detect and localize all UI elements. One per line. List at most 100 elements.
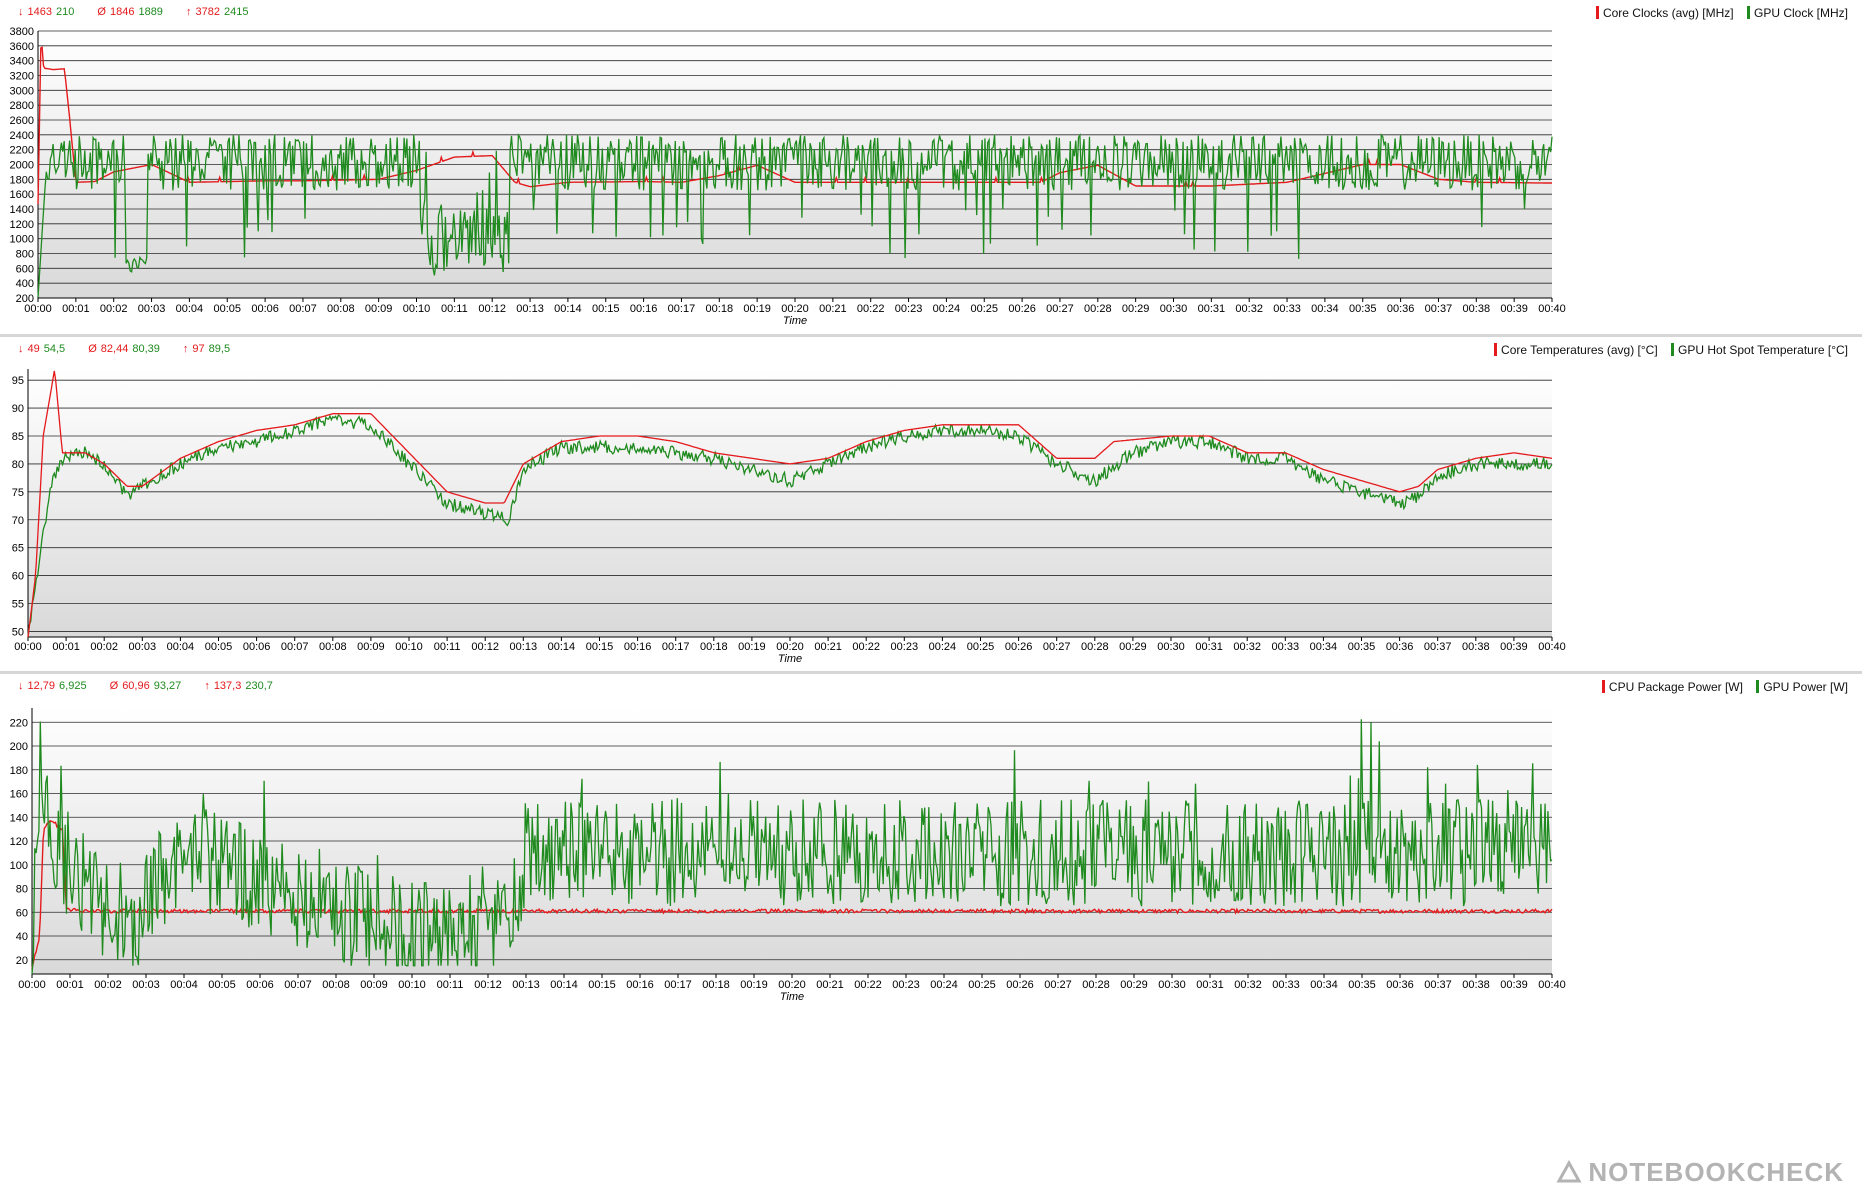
clock-panel: ↓ 1463 210 Ø 1846 1889 ↑ 3782 2415 Core Clocks… (0, 0, 1862, 334)
avg-gpu-value: 93,27 (153, 680, 182, 692)
max-arrow: ↑ (204, 680, 210, 692)
plot-area (28, 369, 1552, 637)
y-tick-label: 50 (12, 626, 24, 638)
y-tick-label: 80 (16, 884, 28, 896)
series-line-1 (27, 414, 1553, 638)
x-tick-label: 00:05 (205, 641, 233, 653)
x-tick-label: 00:06 (243, 641, 271, 653)
x-tick-label: 00:24 (929, 641, 957, 653)
x-tick-label: 00:19 (740, 979, 768, 991)
avg-cpu-value: 82,44 (100, 343, 129, 355)
avg-gpu-value: 1889 (138, 6, 163, 18)
x-tick-label: 00:15 (592, 303, 620, 315)
x-tick-label: 00:22 (857, 303, 885, 315)
y-tick-label: 100 (10, 860, 28, 872)
x-tick-label: 00:14 (548, 641, 576, 653)
x-tick-label: 00:33 (1272, 641, 1300, 653)
x-tick-label: 00:36 (1386, 641, 1414, 653)
x-tick-label: 00:35 (1348, 641, 1376, 653)
y-tick-label: 200 (10, 741, 28, 753)
y-tick-label: 90 (12, 403, 24, 415)
max-gpu-value: 2415 (223, 6, 249, 18)
x-tick-label: 00:29 (1122, 303, 1150, 315)
x-tick-label: 00:39 (1500, 979, 1528, 991)
temperature-panel: ↓ 49 54,5 Ø 82,44 80,39 ↑ 97 89,5 Core Tempera… (0, 337, 1862, 671)
x-tick-label: 00:03 (132, 979, 160, 991)
min-gpu-value: 54,5 (43, 343, 66, 355)
legend-gpu-power[interactable]: GPU Power [W] (1756, 680, 1848, 694)
x-tick-label: 00:16 (624, 641, 652, 653)
x-tick-label: 00:20 (778, 979, 806, 991)
legend-gpu-hotspot[interactable]: GPU Hot Spot Temperature [°C] (1671, 343, 1848, 357)
x-tick-label: 00:39 (1500, 641, 1528, 653)
x-tick-label: 00:37 (1424, 641, 1452, 653)
x-tick-label: 00:36 (1386, 979, 1414, 991)
x-tick-label: 00:25 (968, 979, 996, 991)
x-tick-label: 00:15 (588, 979, 616, 991)
x-tick-label: 00:09 (365, 303, 393, 315)
x-tick-label: 00:04 (176, 303, 204, 315)
x-axis-title: Time (783, 315, 807, 327)
y-tick-label: 2600 (10, 115, 34, 127)
y-tick-label: 3200 (10, 71, 34, 83)
x-tick-label: 00:21 (819, 303, 847, 315)
clock-legend: Core Clocks (avg) [MHz] GPU Clock [MHz] (1586, 6, 1848, 20)
x-tick-label: 00:18 (706, 303, 734, 315)
y-tick-label: 800 (16, 249, 34, 261)
x-tick-label: 00:28 (1081, 641, 1109, 653)
x-tick-label: 00:12 (471, 641, 499, 653)
y-tick-label: 85 (12, 431, 24, 443)
legend-cpu-package-power[interactable]: CPU Package Power [W] (1601, 680, 1743, 694)
y-tick-label: 400 (16, 278, 34, 290)
y-tick-label: 1800 (10, 174, 34, 186)
x-tick-label: 00:09 (360, 979, 388, 991)
series-line-1 (31, 719, 1553, 975)
power-legend: CPU Package Power [W] GPU Power [W] (1592, 680, 1848, 694)
x-tick-label: 00:34 (1310, 979, 1338, 991)
x-tick-label: 00:35 (1349, 303, 1377, 315)
x-tick-label: 00:33 (1273, 303, 1301, 315)
x-tick-label: 00:03 (129, 641, 157, 653)
x-tick-label: 00:30 (1160, 303, 1188, 315)
x-tick-label: 00:19 (743, 303, 771, 315)
x-tick-label: 00:12 (474, 979, 502, 991)
x-tick-label: 00:32 (1234, 979, 1262, 991)
min-gpu-value: 6,925 (59, 680, 87, 692)
x-tick-label: 00:23 (895, 303, 923, 315)
x-tick-label: 00:07 (284, 979, 312, 991)
x-tick-label: 00:30 (1158, 979, 1186, 991)
y-tick-label: 55 (12, 599, 24, 611)
x-tick-label: 00:11 (434, 641, 461, 653)
x-tick-label: 00:32 (1233, 641, 1261, 653)
y-tick-label: 3800 (10, 26, 34, 38)
legend-core-clocks[interactable]: Core Clocks (avg) [MHz] (1595, 6, 1734, 20)
x-tick-label: 00:33 (1272, 979, 1300, 991)
legend-core-temperatures[interactable]: Core Temperatures (avg) [°C] (1494, 343, 1658, 357)
avg-cpu-value: 1846 (109, 6, 135, 18)
x-tick-label: 00:11 (441, 303, 468, 315)
y-tick-label: 1600 (10, 189, 34, 201)
max-gpu-value: 89,5 (208, 343, 231, 355)
watermark-logo: NOTEBOOKCHECK (1556, 1157, 1844, 1188)
x-tick-label: 00:22 (854, 979, 882, 991)
y-tick-label: 3400 (10, 56, 34, 68)
clock-stats: ↓ 1463 210 Ø 1846 1889 ↑ 3782 2415 (18, 6, 252, 18)
x-tick-label: 00:40 (1538, 979, 1566, 991)
y-tick-label: 1200 (10, 219, 34, 231)
legend-gpu-clock[interactable]: GPU Clock [MHz] (1746, 6, 1848, 20)
series-line-1 (37, 133, 1553, 298)
x-tick-label: 00:28 (1082, 979, 1110, 991)
x-tick-label: 00:17 (662, 641, 690, 653)
x-tick-label: 00:17 (668, 303, 696, 315)
y-tick-label: 140 (10, 812, 28, 824)
x-tick-label: 00:09 (357, 641, 385, 653)
x-tick-label: 00:26 (1008, 303, 1036, 315)
x-tick-label: 00:10 (403, 303, 431, 315)
x-tick-label: 00:37 (1425, 303, 1453, 315)
x-tick-label: 00:20 (776, 641, 804, 653)
y-tick-label: 60 (16, 907, 28, 919)
x-tick-label: 00:27 (1043, 641, 1071, 653)
y-tick-label: 3000 (10, 85, 34, 97)
max-cpu-value: 137,3 (213, 680, 242, 692)
x-tick-label: 00:26 (1005, 641, 1033, 653)
